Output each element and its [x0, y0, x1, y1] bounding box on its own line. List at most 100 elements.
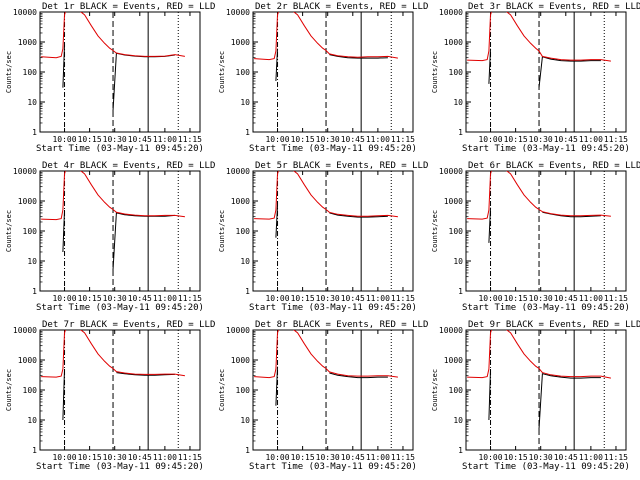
series-lld-line: [254, 171, 398, 220]
x-tick-label: 11:00: [153, 294, 177, 303]
x-tick-label: 10:15: [78, 294, 102, 303]
y-axis-label: Counts/sec: [5, 210, 13, 252]
y-tick-label: 10: [240, 98, 250, 107]
series-events-line: [62, 44, 175, 112]
y-tick-label: 1: [458, 128, 463, 137]
x-tick-label: 11:15: [391, 135, 415, 144]
y-tick-label: 100: [23, 227, 38, 236]
x-tick-label: 10:45: [341, 294, 365, 303]
x-tick-label: 10:15: [504, 294, 528, 303]
y-tick-label: 10000: [226, 8, 250, 17]
x-axis-label: Start Time (03-May-11 09:45:20): [249, 303, 417, 313]
y-tick-label: 10: [453, 98, 463, 107]
y-tick-label: 10: [453, 257, 463, 266]
x-tick-label: 10:00: [265, 135, 289, 144]
y-tick-label: 10: [240, 257, 250, 266]
x-tick-label: 10:45: [554, 453, 578, 462]
chart-title: Det 9r BLACK = Events, RED = LLD: [468, 320, 640, 330]
chart-title: Det 8r BLACK = Events, RED = LLD: [255, 320, 428, 330]
chart-title: Det 7r BLACK = Events, RED = LLD: [42, 320, 215, 330]
x-axis-label: Start Time (03-May-11 09:45:20): [462, 303, 630, 313]
y-tick-label: 100: [449, 386, 464, 395]
x-tick-label: 10:30: [316, 135, 340, 144]
series-events-line: [488, 368, 601, 430]
chart-panel-7: Det 7r BLACK = Events, RED = LLD 1 10 100 10…: [5, 320, 215, 472]
chart-panel-9: Det 9r BLACK = Events, RED = LLD 1 10 100 10…: [431, 320, 640, 472]
x-tick-label: 10:30: [103, 453, 127, 462]
y-tick-label: 1000: [231, 356, 250, 365]
x-tick-label: 10:15: [504, 453, 528, 462]
y-tick-label: 1000: [231, 38, 250, 47]
x-tick-label: 11:15: [178, 294, 202, 303]
y-tick-label: 1000: [18, 197, 37, 206]
x-tick-label: 10:30: [529, 135, 553, 144]
series-lld-line: [467, 330, 611, 379]
chart-panel-1: Det 1r BLACK = Events, RED = LLD 1 10 100 10…: [5, 2, 215, 154]
y-tick-label: 10000: [13, 167, 37, 176]
y-tick-label: 1000: [444, 356, 463, 365]
y-tick-label: 10: [27, 416, 37, 425]
series-lld-line: [467, 12, 611, 62]
x-tick-label: 10:45: [554, 135, 578, 144]
x-tick-label: 11:00: [153, 453, 177, 462]
chart-panel-2: Det 2r BLACK = Events, RED = LLD 1 10 100 10…: [218, 2, 428, 154]
series-lld-line: [41, 171, 185, 221]
y-tick-label: 1: [245, 446, 250, 455]
y-axis-label: Counts/sec: [218, 369, 226, 411]
x-tick-label: 10:00: [478, 294, 502, 303]
y-axis-label: Counts/sec: [431, 210, 439, 252]
x-tick-label: 10:30: [103, 294, 127, 303]
series-events-line: [488, 48, 601, 88]
y-tick-label: 10000: [226, 326, 250, 335]
y-tick-label: 1: [32, 287, 37, 296]
chart-title: Det 2r BLACK = Events, RED = LLD: [255, 2, 428, 12]
x-tick-label: 10:45: [128, 135, 152, 144]
y-tick-label: 1000: [18, 38, 37, 47]
chart-title: Det 1r BLACK = Events, RED = LLD: [42, 2, 215, 12]
y-tick-label: 100: [236, 386, 251, 395]
chart-panel-5: Det 5r BLACK = Events, RED = LLD 1 10 100 10…: [218, 161, 428, 313]
x-tick-label: 11:00: [579, 453, 603, 462]
y-tick-label: 1: [458, 287, 463, 296]
x-tick-label: 10:15: [291, 294, 315, 303]
y-tick-label: 100: [449, 68, 464, 77]
x-axis-label: Start Time (03-May-11 09:45:20): [249, 462, 417, 472]
y-tick-label: 1000: [444, 38, 463, 47]
x-tick-label: 10:00: [52, 453, 76, 462]
chart-title: Det 3r BLACK = Events, RED = LLD: [468, 2, 640, 12]
x-tick-label: 10:45: [554, 294, 578, 303]
x-tick-label: 11:15: [178, 135, 202, 144]
chart-panel-8: Det 8r BLACK = Events, RED = LLD 1 10 100 10…: [218, 320, 428, 472]
x-tick-label: 11:15: [391, 294, 415, 303]
x-axis-label: Start Time (03-May-11 09:45:20): [249, 144, 417, 154]
x-tick-label: 10:00: [265, 294, 289, 303]
series-lld-line: [254, 12, 398, 61]
y-tick-label: 10: [453, 416, 463, 425]
x-tick-label: 10:15: [291, 135, 315, 144]
x-axis-label: Start Time (03-May-11 09:45:20): [36, 462, 204, 472]
y-axis-label: Counts/sec: [218, 51, 226, 93]
y-axis-label: Counts/sec: [218, 210, 226, 252]
x-tick-label: 10:30: [316, 453, 340, 462]
x-tick-label: 10:00: [478, 453, 502, 462]
y-tick-label: 1000: [444, 197, 463, 206]
x-tick-label: 10:15: [78, 453, 102, 462]
y-axis-label: Counts/sec: [5, 51, 13, 93]
x-axis-label: Start Time (03-May-11 09:45:20): [462, 462, 630, 472]
y-tick-label: 100: [236, 227, 251, 236]
x-tick-label: 11:15: [604, 135, 628, 144]
x-tick-label: 11:00: [366, 453, 390, 462]
x-tick-label: 10:45: [341, 453, 365, 462]
y-tick-label: 10000: [439, 8, 463, 17]
y-tick-label: 10000: [226, 167, 250, 176]
x-tick-label: 11:00: [579, 294, 603, 303]
y-tick-label: 100: [449, 227, 464, 236]
y-tick-label: 10000: [13, 8, 37, 17]
x-tick-label: 10:00: [478, 135, 502, 144]
x-axis-label: Start Time (03-May-11 09:45:20): [36, 144, 204, 154]
x-tick-label: 10:30: [316, 294, 340, 303]
x-tick-label: 11:15: [178, 453, 202, 462]
y-tick-label: 100: [23, 386, 38, 395]
y-tick-label: 1000: [18, 356, 37, 365]
x-tick-label: 10:15: [504, 135, 528, 144]
